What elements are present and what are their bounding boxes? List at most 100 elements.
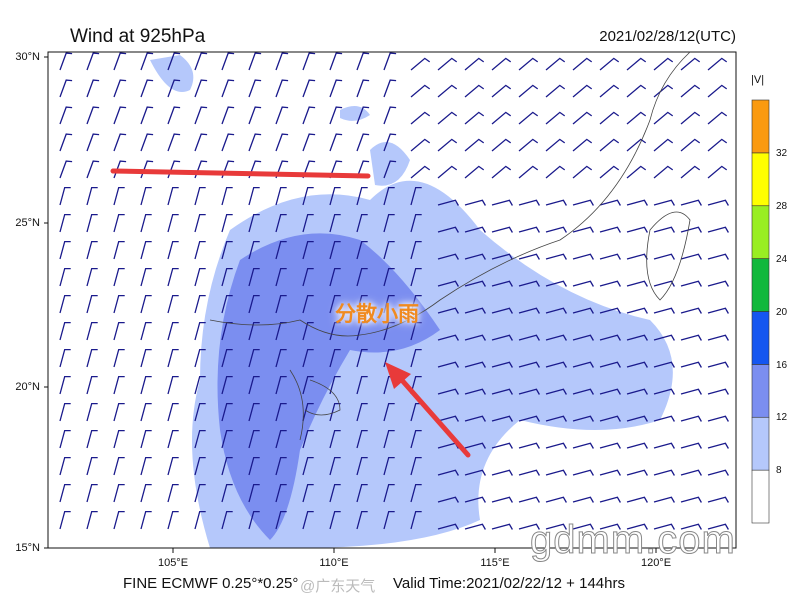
wind-barb <box>653 469 675 476</box>
wind-barb <box>518 415 540 422</box>
wind-barb <box>653 496 675 503</box>
wind-barb <box>518 523 540 530</box>
wind-barb <box>383 133 397 152</box>
wind-barb <box>464 469 486 476</box>
wind-barb <box>545 307 567 314</box>
wind-barb <box>437 388 459 395</box>
wind-barb <box>302 510 314 530</box>
wind-barb <box>140 483 152 503</box>
wind-barb <box>410 267 422 287</box>
wind-barb <box>194 267 206 287</box>
wind-barb <box>545 523 567 530</box>
wind-barb <box>194 348 206 368</box>
wind-barb <box>356 79 370 98</box>
wind-barb <box>410 111 431 125</box>
wind-barb <box>356 429 368 449</box>
valid-time: Valid Time:2021/02/22/12 + 144hrs <box>393 575 625 592</box>
wind-barb <box>599 253 621 260</box>
rain-annotation: 分散小雨 <box>335 303 419 326</box>
wind-barb <box>437 226 459 233</box>
wind-barb <box>626 84 647 98</box>
colorbar-tick: 28 <box>776 201 788 212</box>
wind-barb <box>626 57 647 71</box>
wind-barb <box>707 388 729 395</box>
wind-barb <box>626 111 647 125</box>
wind-barb <box>59 510 71 530</box>
wind-barb <box>59 348 71 368</box>
wind-barb <box>329 160 343 179</box>
wind-barb <box>59 267 71 287</box>
wind-barb <box>680 361 702 368</box>
wind-barb <box>572 199 594 206</box>
wind-barb <box>86 160 100 179</box>
wind-barb <box>248 186 260 206</box>
wind-barb <box>167 321 179 341</box>
wind-barb <box>383 160 397 179</box>
wind-barb <box>572 442 594 449</box>
wind-barb <box>545 57 566 71</box>
wind-barb <box>464 57 485 71</box>
wind-barb <box>167 375 179 395</box>
wind-barb <box>680 496 702 503</box>
lon-label: 110°E <box>319 557 349 569</box>
wind-barb <box>59 186 71 206</box>
wind-barb <box>140 294 152 314</box>
wind-barb <box>680 307 702 314</box>
wind-barb <box>545 111 566 125</box>
wind-barb <box>86 106 100 125</box>
wind-barb <box>140 186 152 206</box>
wind-barb <box>383 483 395 503</box>
wind-barb <box>680 138 701 152</box>
wind-barb <box>356 52 370 71</box>
wind-barb <box>464 84 485 98</box>
wind-barb <box>302 456 314 476</box>
wind-barb <box>140 321 152 341</box>
wind-barb <box>275 375 287 395</box>
wind-barb <box>329 348 341 368</box>
wind-barb <box>572 523 594 530</box>
wind-barb <box>680 253 702 260</box>
wind-barb <box>437 111 458 125</box>
wind-barb <box>383 79 397 98</box>
wind-barb <box>707 496 729 503</box>
wind-barb <box>410 348 422 368</box>
wind-barb <box>329 52 343 71</box>
wind-barb <box>113 186 125 206</box>
wind-barb <box>437 138 458 152</box>
wind-barb <box>329 186 341 206</box>
wind-barb <box>383 186 395 206</box>
wind-barb <box>140 106 154 125</box>
wind-barb <box>545 138 566 152</box>
wind-barb <box>491 226 513 233</box>
wind-barb <box>410 429 422 449</box>
wind-barb <box>626 442 648 449</box>
wind-barb <box>653 226 675 233</box>
wind-barb <box>437 199 459 206</box>
wind-barb <box>599 415 621 422</box>
wind-barb <box>491 111 512 125</box>
wind-barb <box>545 469 567 476</box>
wind-barb <box>545 388 567 395</box>
wind-barb <box>383 294 395 314</box>
wind-barb <box>302 429 314 449</box>
wind-barb <box>356 106 370 125</box>
lon-label: 115°E <box>480 557 510 569</box>
map-frame <box>47 51 737 549</box>
wind-barb <box>437 469 459 476</box>
wind-barb <box>518 469 540 476</box>
wind-barb <box>464 226 486 233</box>
lon-label: 105°E <box>157 557 189 569</box>
wind-barb <box>329 106 343 125</box>
coastline <box>209 51 691 441</box>
wind-barb <box>410 138 431 152</box>
wind-barb <box>491 442 513 449</box>
wind-barb <box>221 240 233 260</box>
wind-barb <box>194 510 206 530</box>
wind-barb <box>140 52 154 71</box>
wind-barb <box>167 456 179 476</box>
wind-barb <box>572 57 593 71</box>
wind-barb <box>248 402 260 422</box>
wind-barb <box>221 375 233 395</box>
wind-barb <box>518 111 539 125</box>
wind-barb <box>464 253 486 260</box>
